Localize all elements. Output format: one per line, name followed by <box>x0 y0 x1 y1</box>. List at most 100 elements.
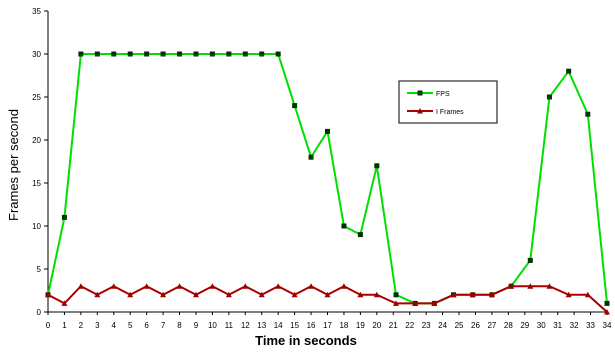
data-point-fps <box>308 154 314 160</box>
data-point-iframes <box>450 291 457 298</box>
data-point-fps <box>94 51 100 57</box>
data-point-iframes <box>192 291 199 298</box>
data-point-iframes <box>308 283 315 289</box>
y-tick-label: 20 <box>32 136 41 145</box>
data-point-fps <box>61 214 67 220</box>
x-tick-label: 18 <box>339 321 348 330</box>
legend-marker-fps <box>417 90 423 96</box>
data-point-fps <box>393 292 399 298</box>
x-axis-title: Time in seconds <box>255 333 357 348</box>
x-tick-label: 7 <box>161 321 166 330</box>
y-axis-title: Frames per second <box>6 109 21 221</box>
data-point-fps <box>209 51 215 57</box>
data-point-iframes <box>61 300 68 306</box>
data-point-iframes <box>258 291 265 298</box>
x-tick-label: 25 <box>455 321 464 330</box>
data-point-iframes <box>357 291 364 298</box>
y-tick-label: 30 <box>32 50 41 59</box>
x-tick-label: 24 <box>438 321 447 330</box>
data-point-iframes <box>565 291 572 298</box>
data-point-iframes <box>209 283 216 289</box>
data-point-iframes <box>508 283 515 289</box>
y-tick-label: 25 <box>32 93 41 102</box>
x-tick-label: 3 <box>95 321 100 330</box>
data-point-iframes <box>242 283 249 289</box>
legend-label-iframes: I Frames <box>436 109 464 116</box>
x-tick-label: 14 <box>274 321 283 330</box>
data-point-iframes <box>373 291 380 298</box>
data-point-iframes <box>143 283 150 289</box>
data-point-fps <box>193 51 199 57</box>
data-point-iframes <box>393 300 400 306</box>
y-tick-label: 0 <box>37 308 42 317</box>
y-tick-label: 5 <box>37 265 42 274</box>
data-point-iframes <box>546 283 553 289</box>
x-tick-label: 11 <box>225 321 234 330</box>
data-point-iframes <box>77 283 84 289</box>
x-tick-label: 26 <box>471 321 480 330</box>
x-tick-label: 29 <box>520 321 529 330</box>
data-point-fps <box>78 51 84 57</box>
data-point-iframes <box>431 300 438 306</box>
x-tick-label: 19 <box>356 321 365 330</box>
x-tick-label: 34 <box>603 321 612 330</box>
data-point-fps <box>226 51 232 57</box>
y-tick-label: 10 <box>32 222 41 231</box>
legend-label-fps: FPS <box>436 91 450 98</box>
y-tick-label: 15 <box>32 179 41 188</box>
data-point-iframes <box>110 283 117 289</box>
data-point-iframes <box>488 291 495 298</box>
data-point-fps <box>127 51 133 57</box>
data-point-fps <box>242 51 248 57</box>
data-point-iframes <box>275 283 282 289</box>
data-point-fps <box>527 257 533 263</box>
data-point-fps <box>275 51 281 57</box>
data-point-iframes <box>527 283 534 289</box>
x-tick-label: 10 <box>208 321 217 330</box>
data-point-fps <box>259 51 265 57</box>
data-point-iframes <box>127 291 134 298</box>
series-line-iframes <box>47 284 608 313</box>
data-point-fps <box>325 128 330 134</box>
x-tick-label: 33 <box>586 321 595 330</box>
axes <box>44 10 608 315</box>
data-point-fps <box>374 163 380 169</box>
x-tick-label: 4 <box>112 321 117 330</box>
data-point-fps <box>160 51 166 57</box>
data-point-iframes <box>584 291 591 298</box>
legend-marker-iframes <box>417 108 423 114</box>
x-tick-label: 28 <box>504 321 513 330</box>
data-point-fps <box>111 51 117 57</box>
data-point-iframes <box>291 291 298 298</box>
series-line-fps <box>47 53 608 305</box>
x-tick-label: 16 <box>307 321 316 330</box>
x-tick-label: 2 <box>79 321 84 330</box>
x-tick-label: 12 <box>241 321 250 330</box>
legend-box <box>398 80 498 124</box>
data-point-fps <box>585 111 591 117</box>
data-point-iframes <box>340 283 347 289</box>
data-point-fps <box>341 223 347 229</box>
x-tick-label: 21 <box>389 321 398 330</box>
data-point-iframes <box>94 291 101 298</box>
y-tick-label: 35 <box>32 7 41 16</box>
x-tick-label: 17 <box>323 321 332 330</box>
data-point-iframes <box>469 291 476 298</box>
series-layer <box>45 51 610 315</box>
x-tick-label: 22 <box>405 321 414 330</box>
data-point-fps <box>546 94 552 100</box>
data-point-fps <box>144 51 150 57</box>
x-tick-label: 20 <box>372 321 381 330</box>
data-point-fps <box>604 300 610 306</box>
x-tick-label: 30 <box>537 321 546 330</box>
x-tick-label: 13 <box>257 321 266 330</box>
x-tick-label: 15 <box>290 321 299 330</box>
x-tick-label: 31 <box>553 321 562 330</box>
data-point-iframes <box>45 291 51 298</box>
legend: FPS I Frames <box>398 80 498 124</box>
x-tick-label: 5 <box>128 321 133 330</box>
x-tick-label: 6 <box>144 321 149 330</box>
x-tick-label: 0 <box>46 321 51 330</box>
data-point-iframes <box>176 283 183 289</box>
